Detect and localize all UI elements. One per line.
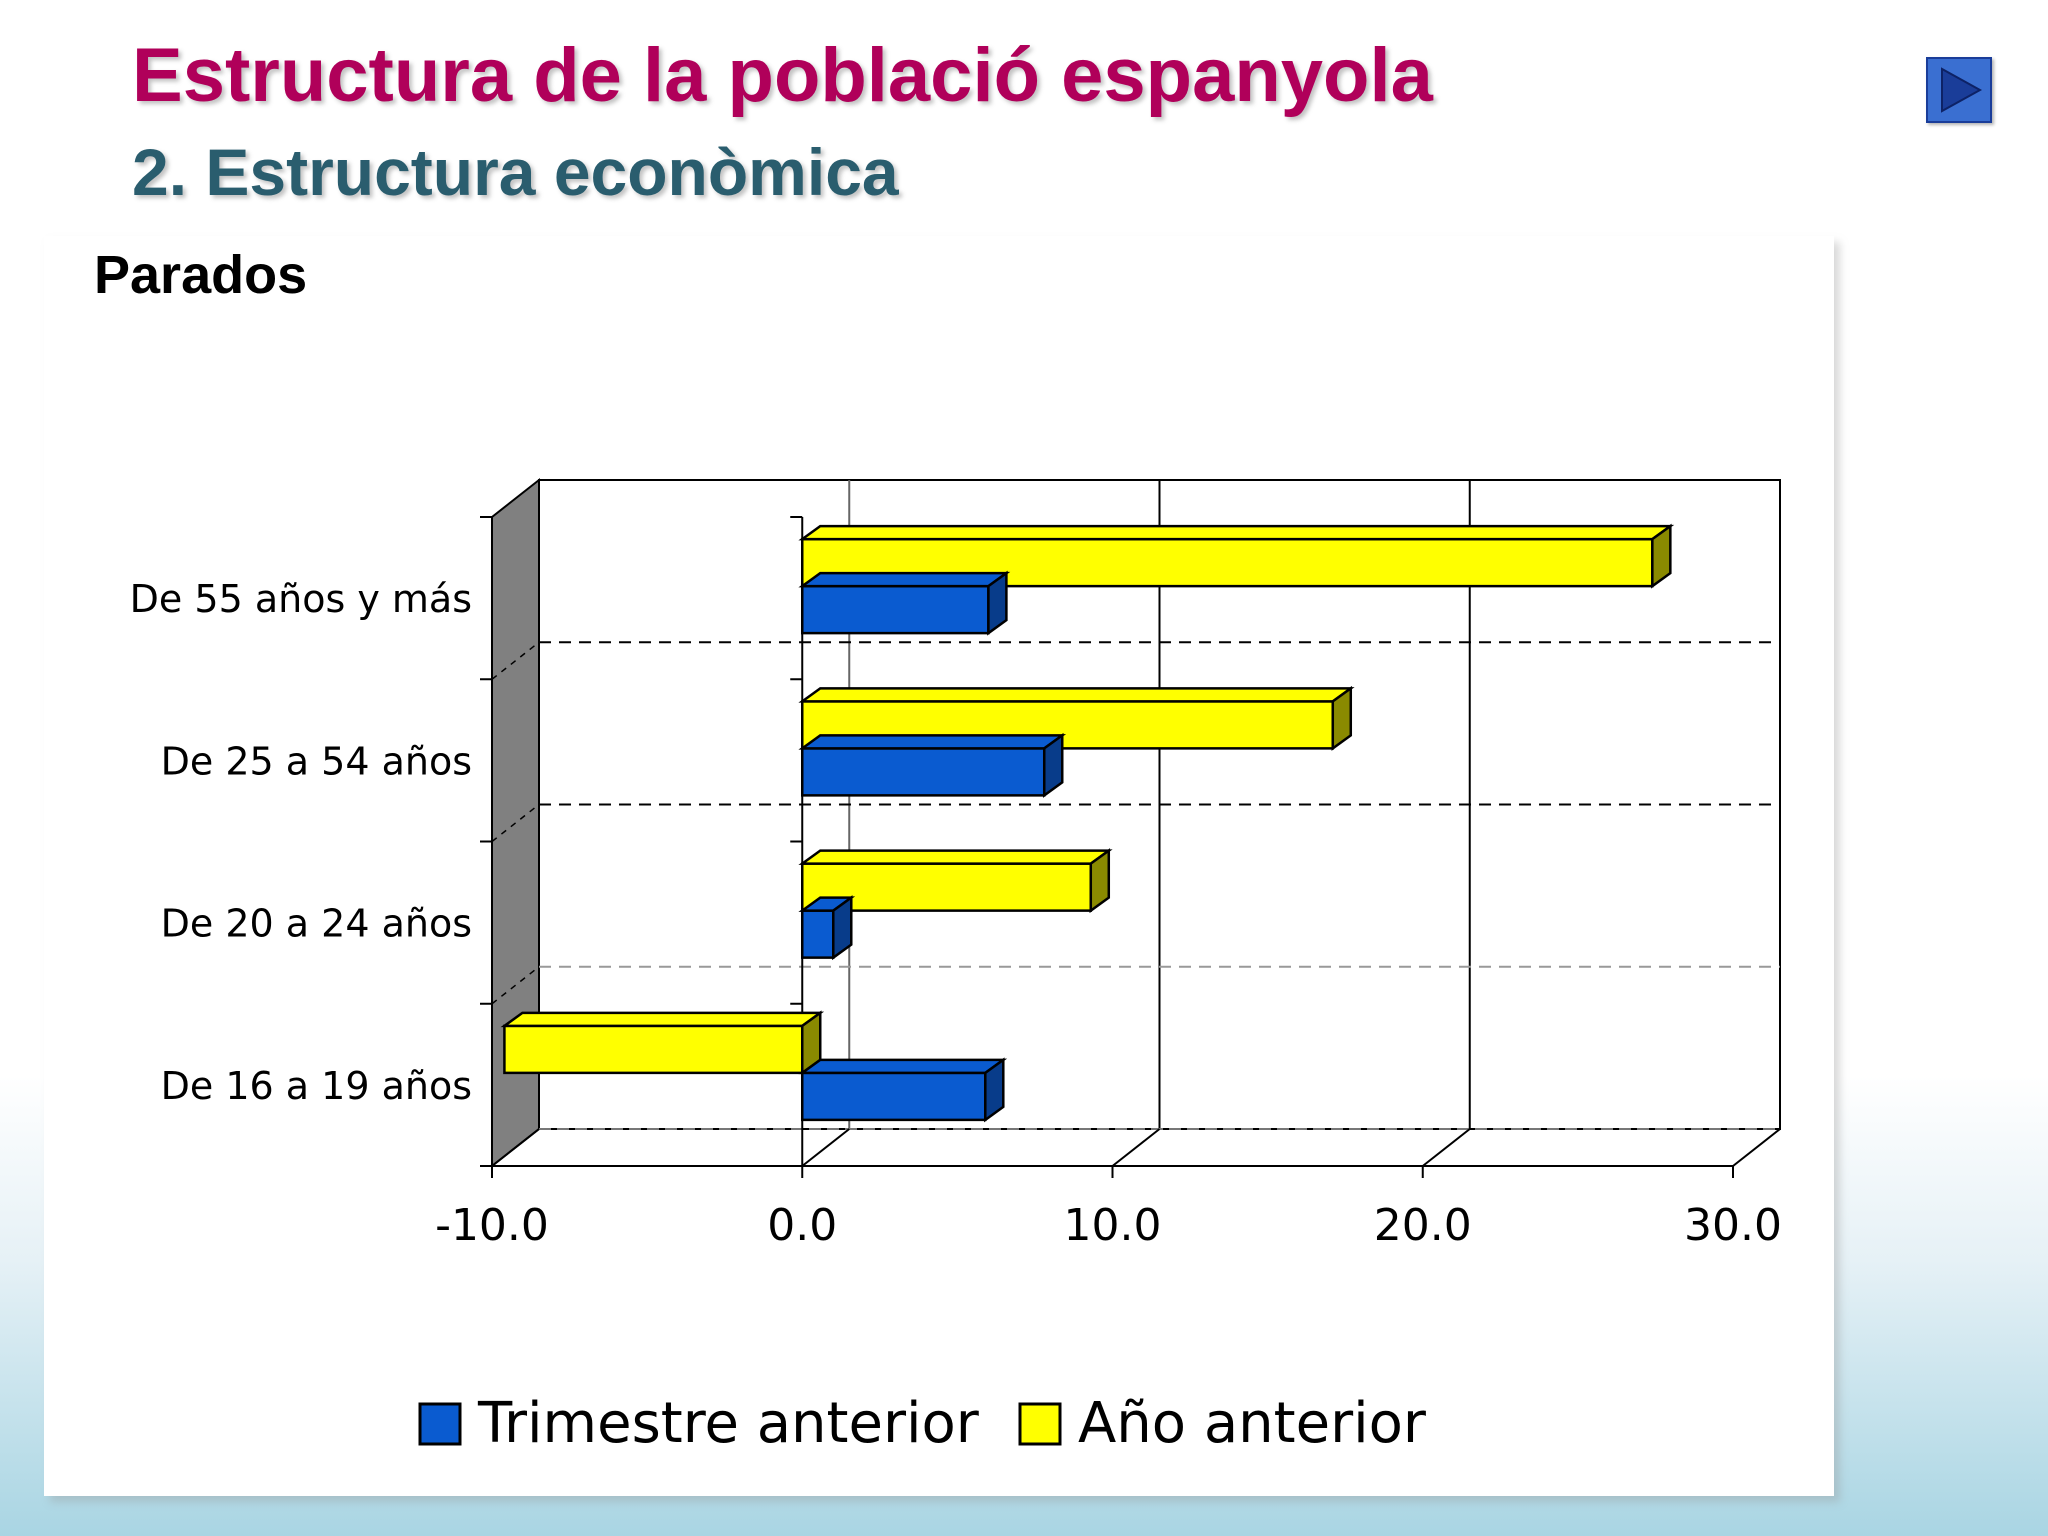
- floor-depth-line: [1422, 1128, 1471, 1167]
- bar-trimestre-anterior: [798, 895, 856, 961]
- bar-ano-anterior: [798, 523, 1675, 589]
- legend-item: Trimestre anterior: [418, 1391, 980, 1456]
- x-tick-label: 0.0: [767, 1200, 837, 1251]
- chart-bars: [500, 523, 1675, 1123]
- bar-trimestre-anterior: [798, 1057, 1008, 1123]
- slide-title: Estructura de la població espanyola: [132, 33, 1433, 118]
- chart-legend: Trimestre anterior Año anterior: [418, 1391, 1427, 1456]
- floor-depth-line: [1111, 1128, 1161, 1167]
- legend-swatch: [418, 1402, 462, 1446]
- play-arrow-icon: [1941, 67, 1983, 113]
- legend-label: Año anterior: [1078, 1391, 1427, 1456]
- gridline-depth: [491, 641, 540, 680]
- legend-label: Trimestre anterior: [477, 1391, 980, 1456]
- chart-labels: De 55 años y más De 25 a 54 años De 20 a 2…: [130, 577, 1782, 1251]
- legend-swatch: [1018, 1402, 1062, 1446]
- next-slide-button[interactable]: [1926, 57, 1992, 123]
- category-label: De 55 años y más: [130, 577, 472, 621]
- category-label: De 25 a 54 años: [161, 739, 472, 783]
- category-label: De 16 a 19 años: [161, 1064, 472, 1108]
- floor-depth-line: [491, 1128, 540, 1167]
- floor-depth-line: [801, 1128, 850, 1167]
- gridline-depth: [491, 803, 540, 843]
- bar-ano-anterior: [500, 1010, 825, 1076]
- x-tick-label: 30.0: [1684, 1200, 1782, 1251]
- gridline-depth: [491, 966, 540, 1005]
- bar-trimestre-anterior: [798, 732, 1067, 798]
- bar-trimestre-anterior: [798, 570, 1011, 636]
- x-tick-label: -10.0: [435, 1200, 549, 1251]
- chart-title: Parados: [94, 245, 308, 305]
- bar-ano-anterior: [798, 848, 1113, 914]
- slide-subtitle: 2. Estructura econòmica: [132, 135, 899, 209]
- x-tick-label: 10.0: [1064, 1200, 1162, 1251]
- x-tick-label: 20.0: [1374, 1200, 1472, 1251]
- legend-item: Año anterior: [1018, 1391, 1427, 1456]
- floor-depth-line: [1732, 1128, 1781, 1167]
- category-label: De 20 a 24 años: [161, 902, 472, 946]
